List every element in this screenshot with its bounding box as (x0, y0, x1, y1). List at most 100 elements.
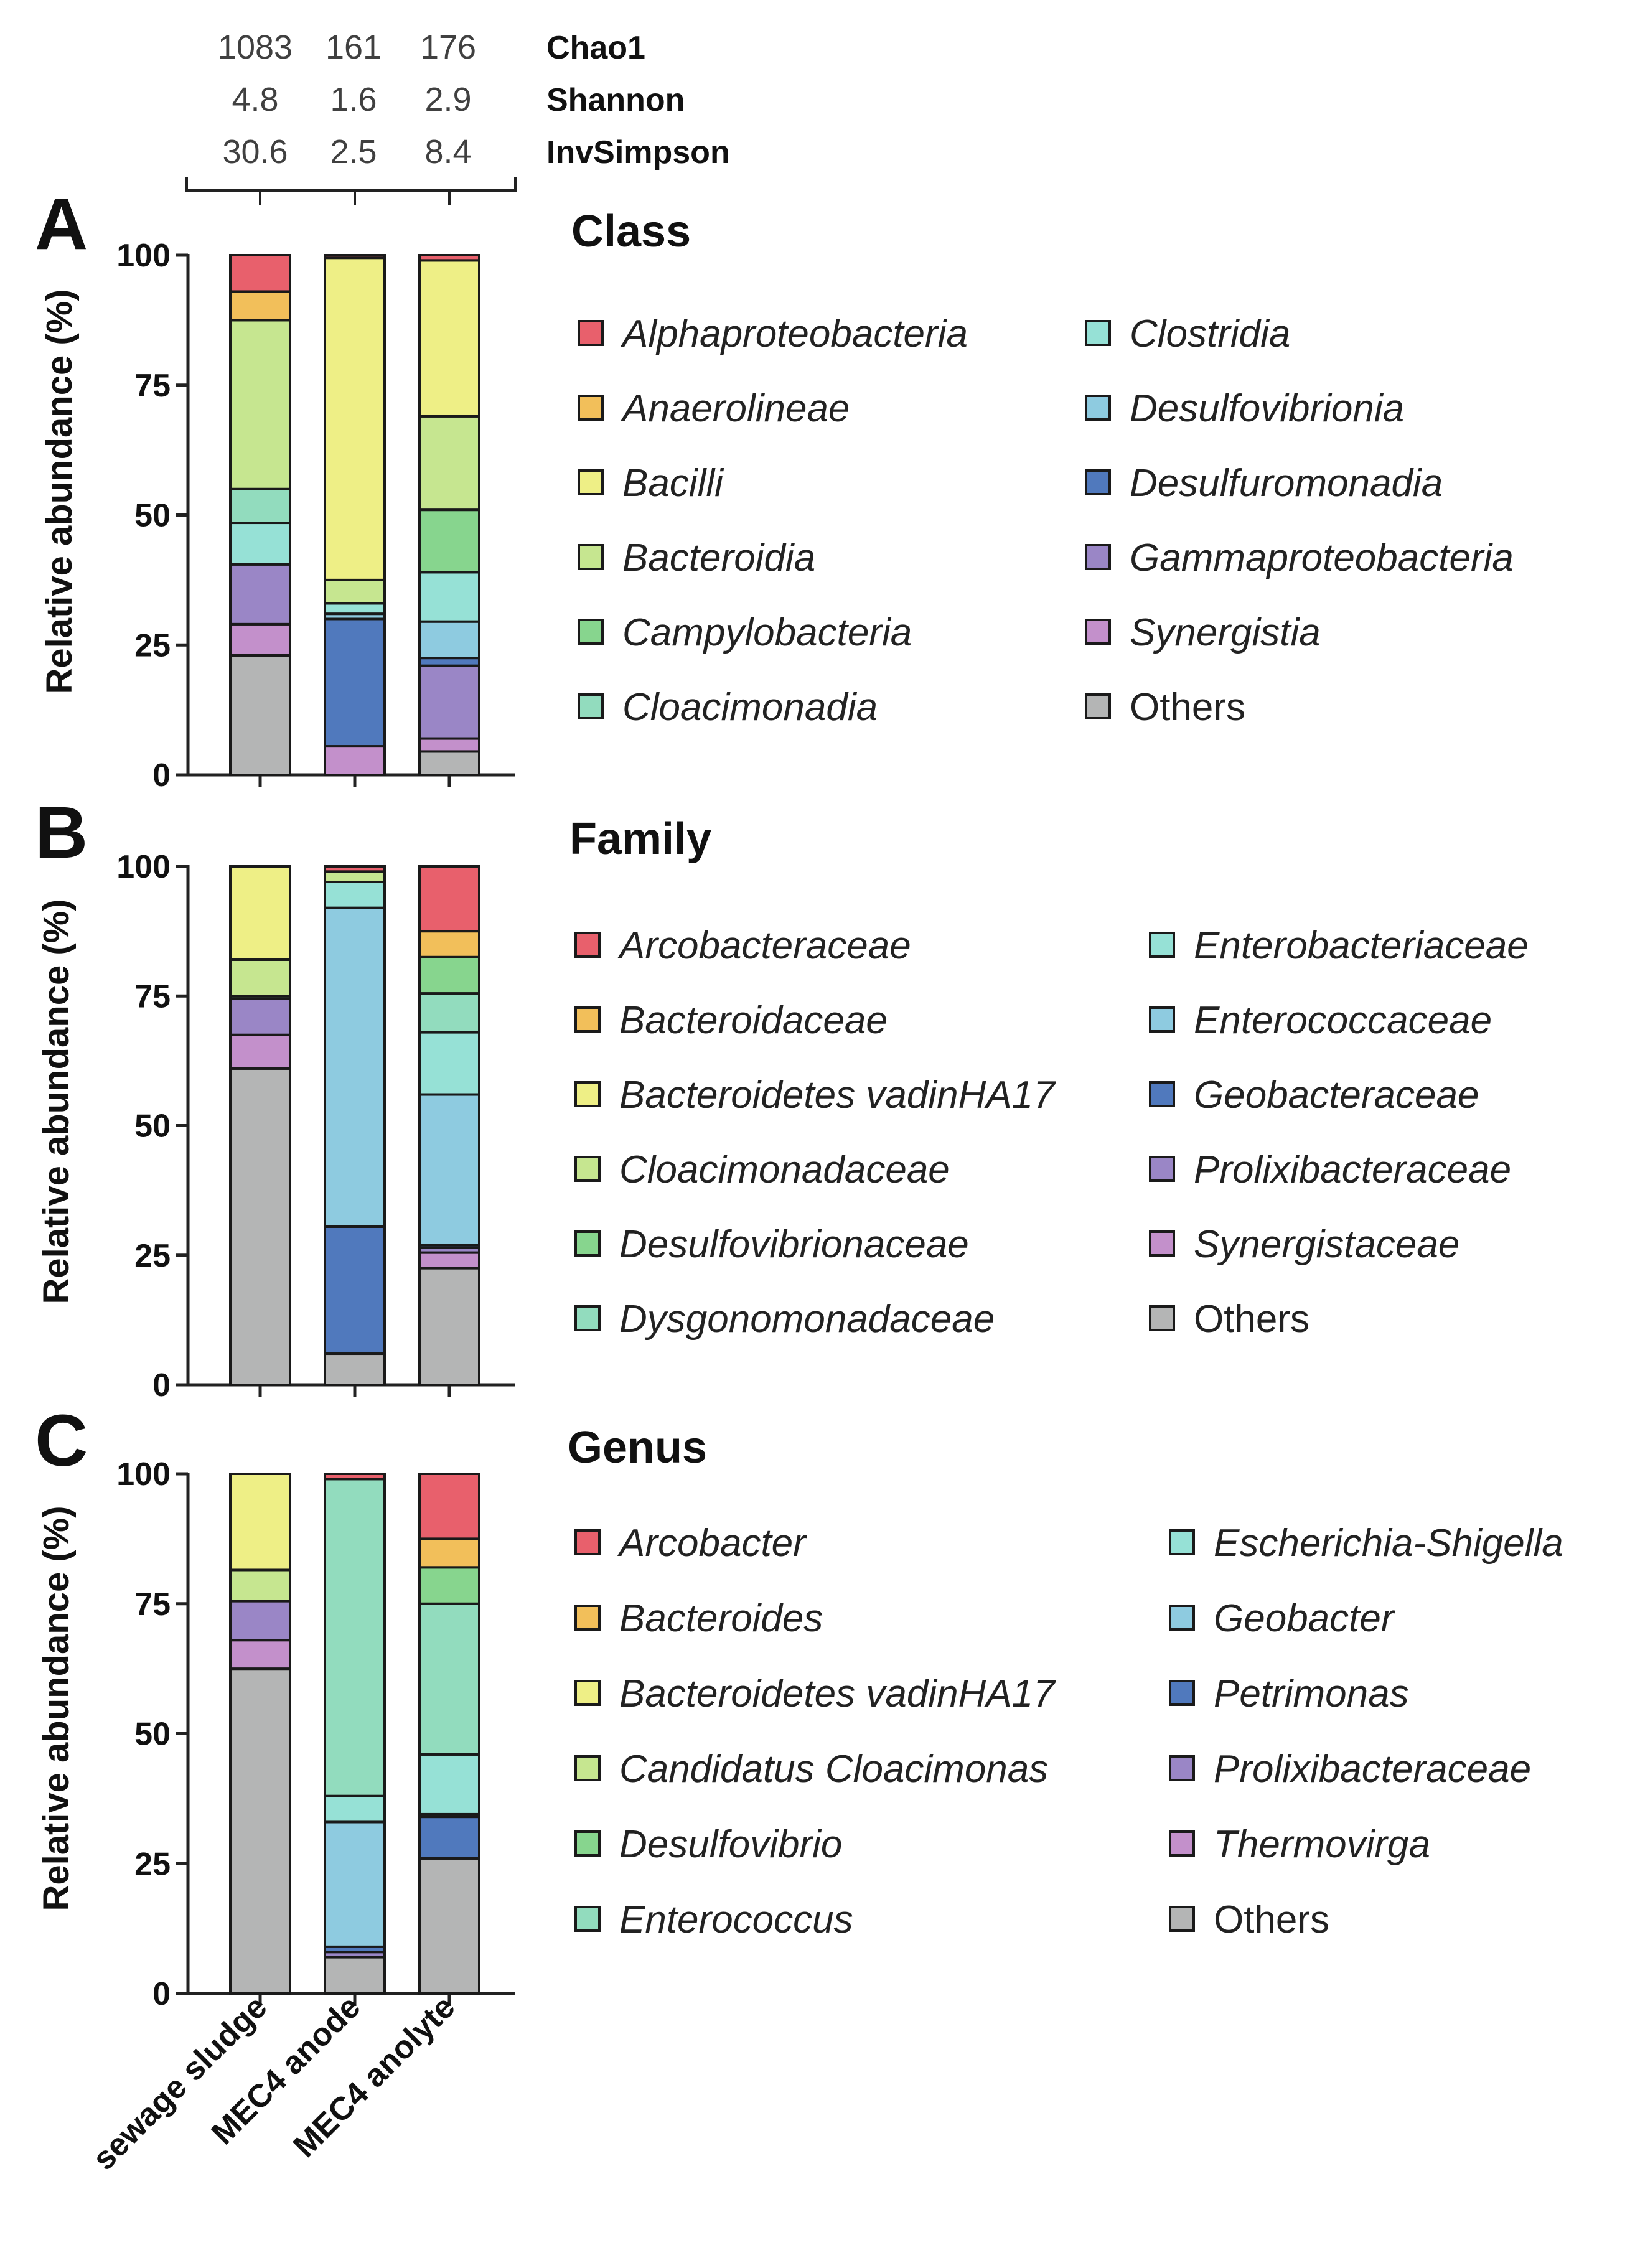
bar-segment-enterobacteriaceae (324, 880, 386, 909)
bar-segment-alphaproteobacteria (229, 254, 291, 293)
bar-segment-others (229, 1067, 291, 1386)
shannon-label: Shannon (546, 82, 685, 118)
legend-a: Alphaproteobacteria Anaerolineae Bacilli Ba… (578, 312, 1514, 729)
chao1-sewage-sludge: 1083 (218, 29, 293, 66)
panel-label-b: B (35, 792, 88, 874)
legend-swatch-escherichia-shigella (1169, 1529, 1195, 1555)
legend-swatch-others (1149, 1305, 1175, 1331)
legend-swatch-geobacter (1169, 1605, 1195, 1631)
category-label-mec4-anolyte: MEC4 anolyte (286, 1989, 462, 2164)
bar-segment-escherichia-shigella (324, 1794, 386, 1824)
y-tick-label: 100 (116, 1456, 171, 1492)
bar-segment-arcobacteraceae (418, 865, 480, 933)
legend-swatch-prolixibacteraceae (1149, 1156, 1175, 1182)
legend-swatch-others (1169, 1906, 1195, 1932)
panel-label-a: A (35, 183, 88, 265)
y-tick-label: 25 (134, 1846, 171, 1882)
bar-mec4-anolyte (418, 865, 480, 1386)
legend-swatch-desulfovibrio (574, 1830, 601, 1857)
legend-label-geobacteraceae: Geobacteraceae (1194, 1074, 1479, 1117)
bar-segment-others (418, 750, 480, 777)
bar-sewage-sludge (229, 254, 291, 776)
bar-segment-clostridia (418, 571, 480, 623)
legend-c: Arcobacter Bacteroides Bacteroidetes vadin… (574, 1522, 1563, 1941)
legend-swatch-campylobacteria (578, 619, 604, 645)
bar-segment-desulfuromonadia (324, 617, 386, 748)
legend-swatch-dysgonomonadaceae (574, 1305, 601, 1331)
bar-segment-anaerolineae (229, 290, 291, 322)
legend-label-enterobacteriaceae: Enterobacteriaceae (1194, 924, 1529, 967)
bar-segment-petrimonas (418, 1816, 480, 1860)
chao1-label: Chao1 (546, 30, 645, 66)
legend-label-arcobacter: Arcobacter (617, 1522, 807, 1565)
legend-swatch-bacteroidetes-vadinha17 (574, 1081, 601, 1107)
bar-segment-dysgonomonadaceae (418, 992, 480, 1034)
y-tick-label: 25 (134, 627, 171, 663)
chao1-mec4-anode: 161 (326, 29, 382, 66)
chart-panel-c: 0 25 50 75 100 Arcobacter Bacteroides Bacteroid… (116, 1456, 1563, 2012)
bar-segment-arcobacteraceae (324, 865, 386, 873)
chao1-mec4-anolyte: 176 (420, 29, 476, 66)
bar-segment-others (324, 1956, 386, 1995)
bar-segment-bacteroidetes-vadinha17 (229, 865, 291, 961)
legend-swatch-enterobacteriaceae (1149, 932, 1175, 958)
legend-label-desulfovibrionaceae: Desulfovibrionaceae (619, 1223, 969, 1266)
bar-segment-bacteroidetes-vadinha17 (229, 1473, 291, 1572)
bar-segment-arcobacter (418, 1473, 480, 1540)
bar-mec4-anode (324, 1473, 386, 1995)
legend-label-prolixibacteraceae: Prolixibacteraceae (1194, 1148, 1511, 1191)
legend-swatch-enterococcaceae (1149, 1006, 1175, 1033)
legend-label-prolixibacteraceae: Prolixibacteraceae (1214, 1748, 1531, 1791)
chart-panel-b: 0 25 50 75 100 Arcobacteraceae Bacteroidaceae B… (116, 849, 1528, 1403)
legend-swatch-prolixibacteraceae (1169, 1755, 1195, 1781)
bar-segment-others (418, 1267, 480, 1386)
bar-segment-enterococcaceae (418, 1093, 480, 1247)
legend-label-cloacimonadia: Cloacimonadia (622, 686, 878, 729)
legend-swatch-desulfuromonadia (1085, 469, 1111, 495)
legend-swatch-enterococcus (574, 1906, 601, 1932)
bar-segment-cloacimonadia (229, 487, 291, 525)
bar-segment-synergistia (418, 737, 480, 753)
chart-title-family: Family (569, 814, 711, 864)
y-tick-label: 50 (134, 498, 171, 534)
bar-segment-candidatus-cloacimonas (229, 1568, 291, 1603)
legend-b: Arcobacteraceae Bacteroidaceae Bacteroidet… (574, 924, 1529, 1341)
bar-segment-synergistia (324, 745, 386, 776)
chart-title-class: Class (571, 207, 691, 256)
legend-label-alphaproteobacteria: Alphaproteobacteria (620, 312, 968, 355)
y-tick-label: 100 (116, 849, 171, 885)
legend-label-bacteroidia: Bacteroidia (622, 537, 815, 579)
legend-label-thermovirga: Thermovirga (1214, 1823, 1430, 1866)
legend-label-enterococcus: Enterococcus (619, 1898, 853, 1941)
bar-segment-bacilli (418, 259, 480, 418)
bar-mec4-anolyte (418, 254, 480, 777)
legend-label-synergistaceae: Synergistaceae (1194, 1223, 1459, 1266)
legend-swatch-arcobacter (574, 1529, 601, 1555)
legend-swatch-desulfovibrionia (1085, 395, 1111, 421)
legend-label-geobacter: Geobacter (1214, 1597, 1395, 1640)
legend-swatch-arcobacteraceae (574, 932, 601, 958)
legend-label-others: Others (1214, 1898, 1329, 1941)
bar-segment-alphaproteobacteria (324, 254, 386, 260)
legend-label-dysgonomonadaceae: Dysgonomonadaceae (619, 1298, 995, 1341)
y-tick-label: 75 (134, 1586, 171, 1623)
bar-sewage-sludge (229, 865, 291, 1386)
legend-label-campylobacteria: Campylobacteria (622, 611, 912, 654)
bar-segment-desulfovibrionaceae (418, 955, 480, 995)
bar-segment-bacteroidia (418, 415, 480, 512)
bar-segment-arcobacter (324, 1473, 386, 1481)
y-tick-label: 25 (134, 1238, 171, 1274)
y-tick-label: 0 (152, 757, 171, 794)
legend-swatch-anaerolineae (578, 395, 604, 421)
legend-label-bacilli: Bacilli (622, 462, 724, 505)
bar-segment-prolixibacteraceae (229, 1600, 291, 1642)
bar-segment-synergistaceae (418, 1251, 480, 1270)
invsimpson-mec4-anolyte: 8.4 (424, 133, 471, 171)
legend-label-enterococcaceae: Enterococcaceae (1194, 999, 1492, 1042)
bar-segment-campylobacteria (418, 508, 480, 574)
bar-segment-clostridia (324, 602, 386, 616)
bar-segment-thermovirga (229, 1639, 291, 1671)
y-axis-label-c: Relative abundance (%) (36, 1506, 77, 1911)
legend-swatch-petrimonas (1169, 1680, 1195, 1706)
bar-segment-cloacimonadaceae (324, 870, 386, 883)
